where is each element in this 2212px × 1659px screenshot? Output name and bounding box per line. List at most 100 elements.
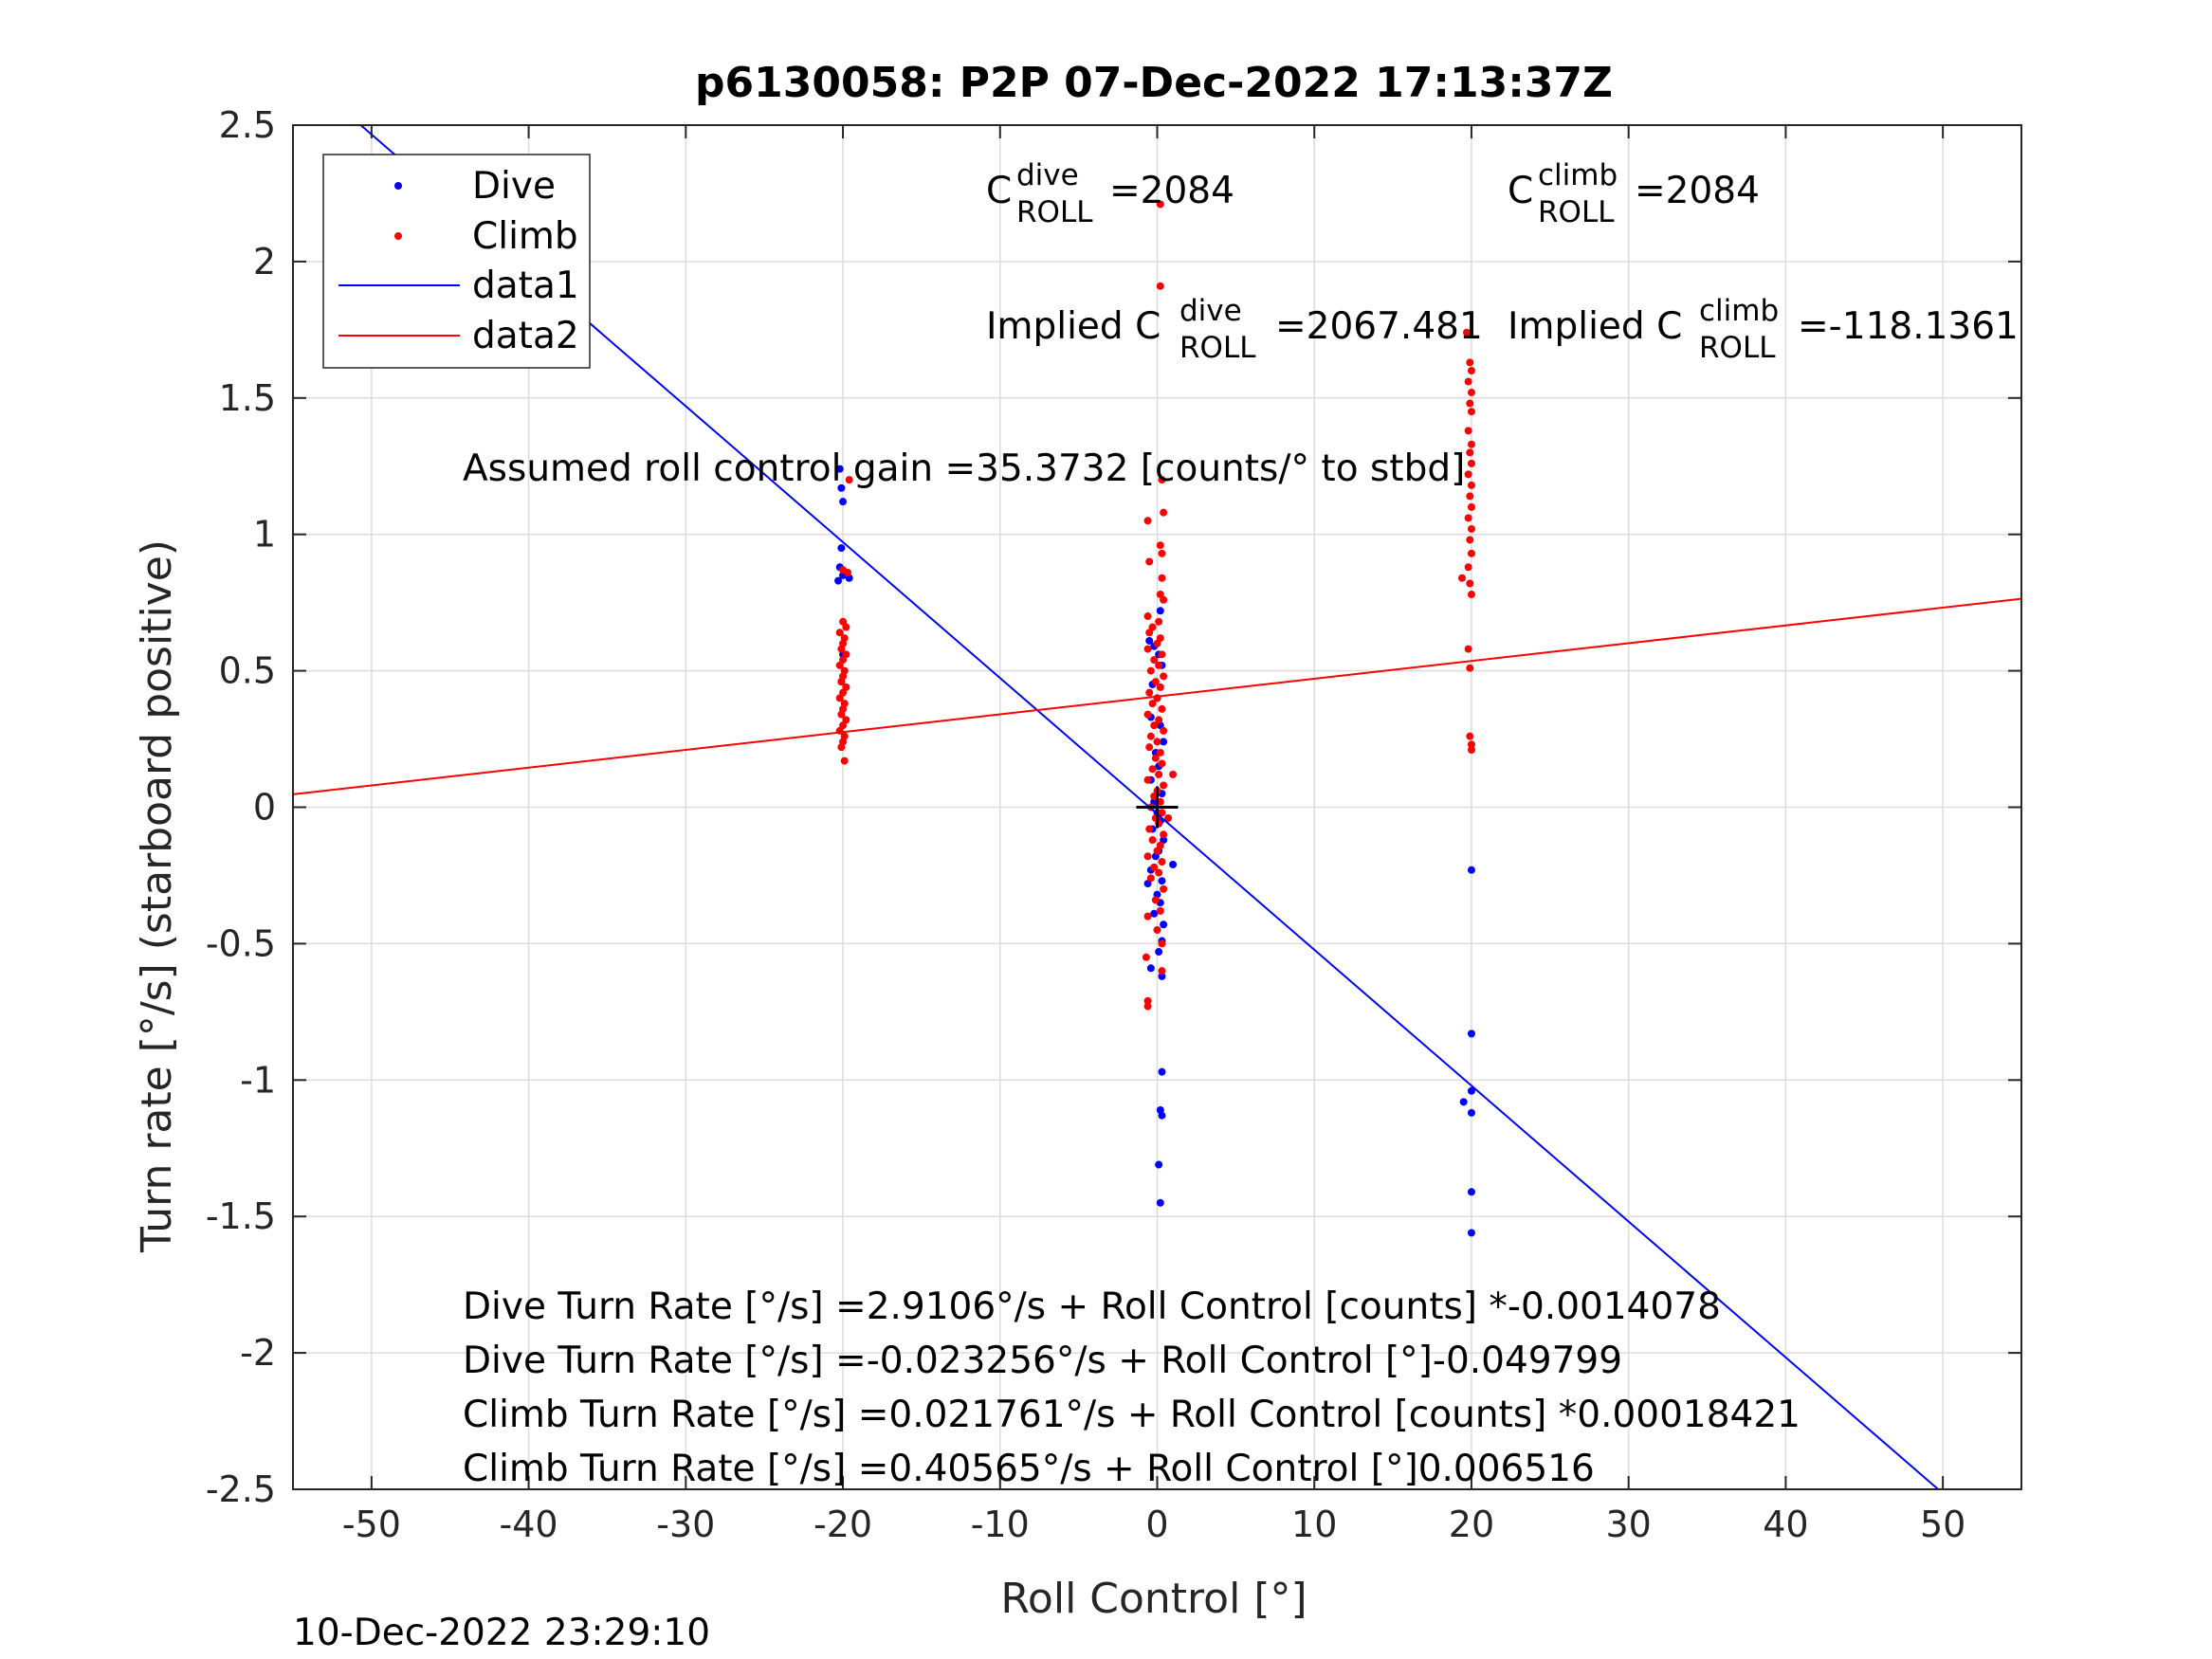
- point-climb: [1143, 852, 1152, 861]
- point-climb: [1158, 476, 1166, 484]
- x-tick-label: -10: [971, 1504, 1030, 1545]
- point-climb: [1143, 912, 1152, 921]
- annotation-implied-climb: Implied C climb ROLL =-118.1361: [1508, 294, 2019, 365]
- point-dive: [1467, 1229, 1475, 1237]
- point-climb: [1153, 847, 1161, 855]
- point-climb: [1467, 389, 1475, 397]
- x-tick-label: -30: [656, 1504, 715, 1545]
- series-line-data2: [293, 597, 2021, 795]
- point-dive: [1146, 964, 1155, 973]
- point-climb: [1156, 906, 1164, 915]
- point-climb: [837, 710, 846, 719]
- point-climb: [1158, 574, 1166, 582]
- point-climb: [1151, 678, 1160, 686]
- point-climb: [835, 694, 844, 702]
- implied-climb-value: =-118.1361: [1798, 305, 2019, 348]
- point-climb: [1464, 470, 1472, 479]
- point-climb: [1160, 884, 1168, 893]
- point-climb: [1467, 740, 1475, 749]
- c-climb-sub: ROLL: [1538, 195, 1615, 229]
- point-dive: [834, 576, 843, 585]
- y-tick-label: 0: [253, 787, 276, 829]
- point-climb: [1145, 688, 1154, 697]
- point-climb: [1143, 1002, 1152, 1011]
- point-climb: [1155, 770, 1163, 778]
- legend-dive-label: Dive: [472, 165, 556, 208]
- point-climb: [1464, 427, 1472, 435]
- point-climb: [835, 661, 844, 669]
- point-climb: [1155, 661, 1163, 669]
- equation-2: Dive Turn Rate [°/s] =-0.023256°/s + Rol…: [463, 1340, 1622, 1382]
- point-dive: [835, 465, 844, 473]
- point-climb: [842, 623, 850, 631]
- point-climb: [1466, 358, 1474, 367]
- implied-dive-sub: ROLL: [1179, 331, 1256, 365]
- c-climb-main: C: [1508, 170, 1533, 212]
- c-dive-sup: dive: [1016, 158, 1079, 192]
- point-climb: [1143, 612, 1152, 621]
- point-dive: [1467, 1086, 1475, 1095]
- c-climb-value: =2084: [1635, 170, 1760, 212]
- point-climb: [1467, 459, 1475, 467]
- implied-climb-main: Implied C: [1508, 305, 1682, 348]
- point-dive: [837, 483, 846, 492]
- point-dive: [1169, 860, 1178, 868]
- point-climb: [1150, 863, 1159, 871]
- implied-dive-main: Implied C: [986, 305, 1161, 348]
- point-climb: [1464, 563, 1472, 572]
- point-climb: [1153, 926, 1161, 935]
- point-climb: [1467, 524, 1475, 533]
- point-climb: [837, 743, 846, 752]
- point-climb: [1148, 836, 1157, 845]
- x-tick-label: 40: [1763, 1504, 1808, 1545]
- y-axis-label: Turn rate [°/s] (starboard positive): [133, 539, 181, 1253]
- point-climb: [1156, 541, 1164, 550]
- timestamp: 10-Dec-2022 23:29:10: [293, 1612, 710, 1654]
- x-tick-label: -50: [342, 1504, 401, 1545]
- point-climb: [1151, 754, 1160, 762]
- point-dive: [1459, 1098, 1468, 1106]
- point-climb: [1158, 967, 1166, 975]
- point-climb: [1466, 492, 1474, 501]
- point-climb: [1466, 579, 1474, 588]
- point-climb: [1145, 825, 1154, 833]
- x-axis-label: Roll Control [°]: [1000, 1575, 1307, 1623]
- x-tick-label: 30: [1606, 1504, 1652, 1545]
- x-tick-label: -20: [814, 1504, 872, 1545]
- legend: Dive Climb data1 data2: [322, 154, 591, 369]
- y-tick-label: 2.5: [219, 104, 276, 146]
- point-climb: [1462, 328, 1471, 337]
- y-tick-label: 0.5: [219, 650, 276, 692]
- equation-4: Climb Turn Rate [°/s] =0.40565°/s + Roll…: [463, 1448, 1595, 1490]
- point-dive: [1155, 1160, 1163, 1169]
- point-dive: [1158, 1111, 1166, 1120]
- point-climb: [1467, 481, 1475, 489]
- point-climb: [1169, 770, 1178, 778]
- point-dive: [1156, 1198, 1164, 1207]
- point-climb: [1467, 502, 1475, 511]
- point-climb: [1143, 710, 1152, 719]
- point-climb: [1467, 591, 1475, 599]
- annotation-c-climb: C climb ROLL =2084: [1508, 158, 1760, 229]
- point-climb: [1158, 549, 1166, 557]
- y-tick-label: -0.5: [206, 922, 276, 964]
- point-climb: [1150, 721, 1159, 730]
- point-dive: [1150, 909, 1159, 918]
- legend-climb-label: Climb: [472, 215, 578, 258]
- y-tick-label: -2: [240, 1332, 276, 1374]
- c-dive-sub: ROLL: [1016, 195, 1093, 229]
- implied-dive-sup: dive: [1179, 294, 1242, 328]
- point-climb: [1153, 639, 1161, 647]
- point-climb: [1464, 645, 1472, 653]
- point-climb: [1164, 814, 1173, 823]
- point-climb: [1467, 549, 1475, 557]
- gain-annotation: Assumed roll control gain =35.3732 [coun…: [463, 447, 1465, 490]
- point-climb: [1146, 732, 1155, 740]
- implied-dive-value: =2067.481: [1275, 305, 1483, 348]
- point-climb: [1156, 200, 1164, 209]
- point-dive: [837, 544, 846, 553]
- point-climb: [1156, 748, 1164, 757]
- point-climb: [1156, 282, 1164, 290]
- point-climb: [1143, 517, 1152, 525]
- point-climb: [835, 629, 844, 637]
